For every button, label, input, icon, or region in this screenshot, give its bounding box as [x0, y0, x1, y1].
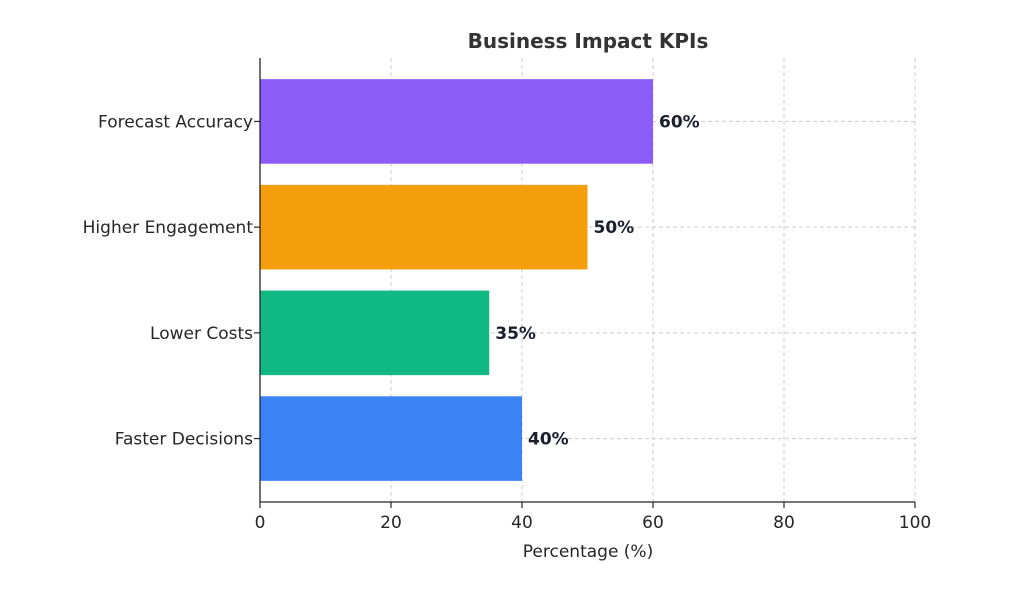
x-tick-label-80: 80 [773, 513, 795, 533]
y-tick-label-forecast-accuracy: Forecast Accuracy [98, 112, 253, 132]
x-tick-label-40: 40 [511, 513, 533, 533]
chart-title: Business Impact KPIs [468, 29, 709, 53]
x-tick-label-60: 60 [642, 513, 664, 533]
bar-forecast-accuracy [260, 79, 653, 164]
y-tick-label-lower-costs: Lower Costs [150, 324, 253, 344]
bar-layer [260, 79, 653, 481]
bar-higher-engagement [260, 184, 588, 270]
x-tick-label-100: 100 [899, 513, 931, 533]
bar-faster-decisions [260, 396, 522, 481]
x-tick-label-20: 20 [380, 513, 402, 533]
x-axis-label: Percentage (%) [523, 542, 653, 562]
label-layer: 40% 35% 50% 60% 0 20 40 60 80 100 Faster Decisions… [83, 112, 932, 533]
data-label-higher-engagement: 50% [594, 218, 635, 238]
x-tick-label-0: 0 [255, 513, 266, 533]
bar-lower-costs [260, 290, 490, 376]
y-tick-label-higher-engagement: Higher Engagement [83, 218, 254, 238]
data-label-lower-costs: 35% [495, 324, 536, 344]
axis-layer [254, 58, 916, 508]
y-tick-label-faster-decisions: Faster Decisions [115, 430, 253, 450]
data-label-faster-decisions: 40% [528, 430, 569, 450]
data-label-forecast-accuracy: 60% [659, 112, 700, 132]
